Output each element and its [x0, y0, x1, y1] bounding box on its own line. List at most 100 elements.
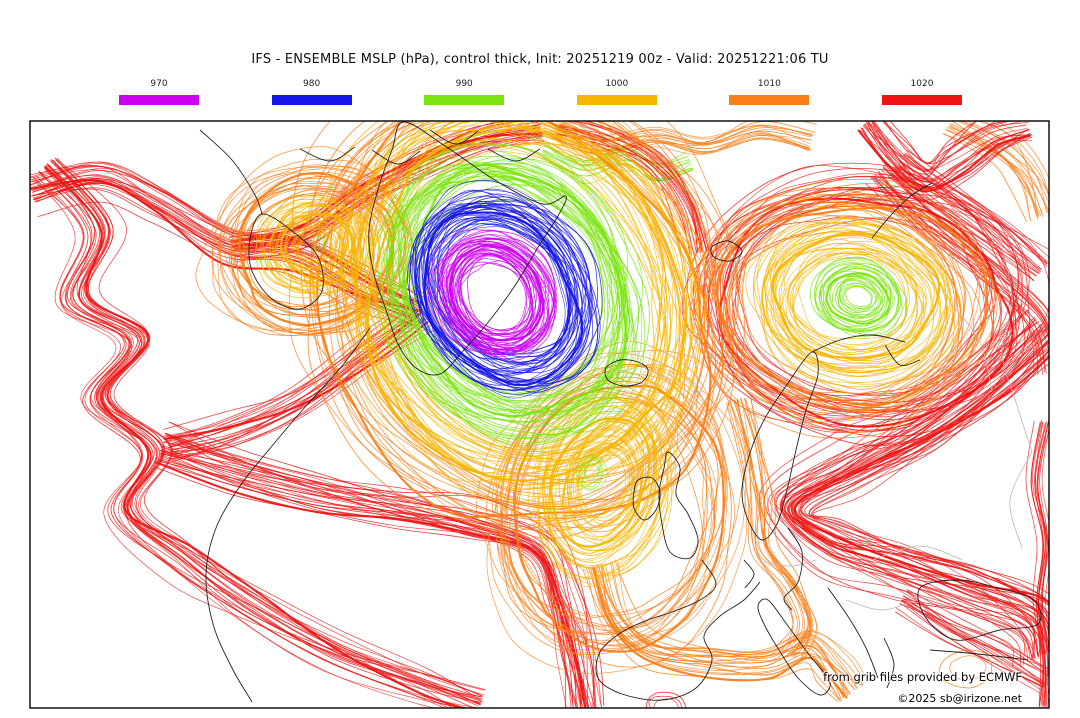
ensemble-contour — [789, 323, 1047, 653]
ensemble-contour — [415, 193, 591, 384]
ensemble-contour — [611, 560, 863, 685]
ensemble-contour — [171, 313, 421, 460]
ensemble-contour — [381, 158, 650, 436]
ensemble-contour — [982, 121, 1049, 201]
legend-label: 1010 — [757, 79, 781, 89]
ensemble-contour — [387, 162, 629, 447]
ensemble-contour — [826, 273, 895, 324]
ensemble-contour — [873, 121, 1031, 171]
ensemble-contour — [268, 210, 355, 286]
ensemble-contour — [47, 164, 483, 697]
ensemble-contour — [906, 589, 1049, 673]
ensemble-contour — [841, 285, 878, 311]
ensemble-contour — [36, 176, 450, 708]
ensemble-contour — [761, 218, 962, 388]
ensemble-contour — [547, 405, 656, 554]
ensemble-contour — [516, 402, 717, 617]
legend-label: 1000 — [605, 79, 629, 89]
ensemble-contour — [558, 126, 704, 251]
ensemble-contour — [783, 325, 1044, 663]
ensemble-contour — [844, 285, 873, 308]
ensemble-contour — [744, 398, 817, 662]
ensemble-contour — [889, 121, 1006, 164]
ensemble-contour — [271, 204, 361, 284]
ensemble-contour — [439, 241, 545, 351]
ensemble-contour — [563, 418, 643, 533]
ensemble-contour — [44, 165, 468, 708]
ensemble-contour — [781, 309, 1043, 654]
ensemble-contour — [731, 197, 995, 403]
ensemble-contour — [39, 171, 480, 708]
ensemble-contour — [443, 243, 555, 351]
coastline — [929, 649, 1029, 661]
ensemble-contour — [818, 266, 892, 332]
ensemble-contour — [339, 126, 674, 482]
country-border — [1001, 247, 1033, 453]
ensemble-contour — [753, 221, 951, 369]
ensemble-contour — [693, 198, 1023, 427]
country-border — [949, 301, 993, 393]
ensemble-contour — [554, 420, 658, 554]
coastline — [710, 240, 743, 262]
ensemble-contour — [391, 174, 620, 419]
ensemble-contour — [733, 399, 804, 654]
legend-swatch — [424, 95, 505, 105]
ensemble-contour — [586, 567, 841, 703]
ensemble-contour — [829, 275, 883, 322]
ensemble-contour — [436, 237, 550, 352]
ensemble-contour — [35, 182, 415, 326]
ensemble-contour — [691, 178, 989, 420]
ensemble-contour — [780, 319, 1036, 659]
coastline-layer — [199, 121, 1042, 703]
ensemble-contour — [340, 121, 698, 501]
contour-layer — [30, 121, 1049, 708]
ensemble-contour — [486, 341, 748, 674]
attribution-copyright: ©2025 sb@irizone.net — [897, 692, 1022, 705]
ensemble-contour — [356, 121, 684, 490]
ensemble-contour — [309, 121, 735, 520]
ensemble-contour — [568, 434, 639, 527]
ensemble-contour — [164, 321, 429, 441]
country-border — [871, 545, 963, 561]
ensemble-contour — [290, 224, 343, 269]
ensemble-contour — [386, 142, 630, 440]
ensemble-contour — [756, 204, 941, 385]
ensemble-contour — [356, 124, 667, 490]
ensemble-contour — [946, 126, 1039, 219]
ensemble-contour — [427, 230, 556, 354]
ensemble-contour — [532, 392, 670, 585]
ensemble-contour — [704, 187, 1015, 432]
ensemble-contour — [867, 121, 978, 180]
ensemble-contour — [158, 459, 567, 708]
ensemble-contour — [359, 121, 691, 503]
ensemble-contour — [376, 164, 627, 440]
ensemble-contour — [419, 200, 598, 391]
ensemble-contour — [588, 567, 841, 701]
ensemble-contour — [467, 255, 533, 331]
coastline — [658, 451, 699, 560]
ensemble-contour — [814, 263, 902, 332]
coastline — [917, 579, 1042, 641]
ensemble-contour — [834, 277, 881, 317]
ensemble-contour — [230, 159, 410, 337]
coastline — [205, 327, 371, 703]
coastline — [811, 334, 906, 353]
ensemble-contour — [906, 590, 1049, 669]
ensemble-contour — [715, 206, 989, 407]
ensemble-contour — [421, 207, 584, 383]
ensemble-contour — [44, 167, 482, 706]
ensemble-contour — [788, 252, 917, 350]
ensemble-contour — [812, 330, 1048, 656]
ensemble-contour — [353, 121, 672, 490]
ensemble-contour — [528, 391, 673, 588]
ensemble-contour — [30, 165, 423, 299]
ensemble-contour — [864, 123, 1030, 188]
ensemble-contour — [592, 565, 843, 701]
ensemble-contour — [500, 365, 728, 644]
ensemble-contour — [799, 332, 1049, 651]
ensemble-contour — [414, 179, 592, 391]
ensemble-contour — [547, 416, 655, 561]
ensemble-contour — [842, 286, 873, 309]
ensemble-contour — [578, 456, 603, 490]
ensemble-contour — [568, 427, 642, 541]
